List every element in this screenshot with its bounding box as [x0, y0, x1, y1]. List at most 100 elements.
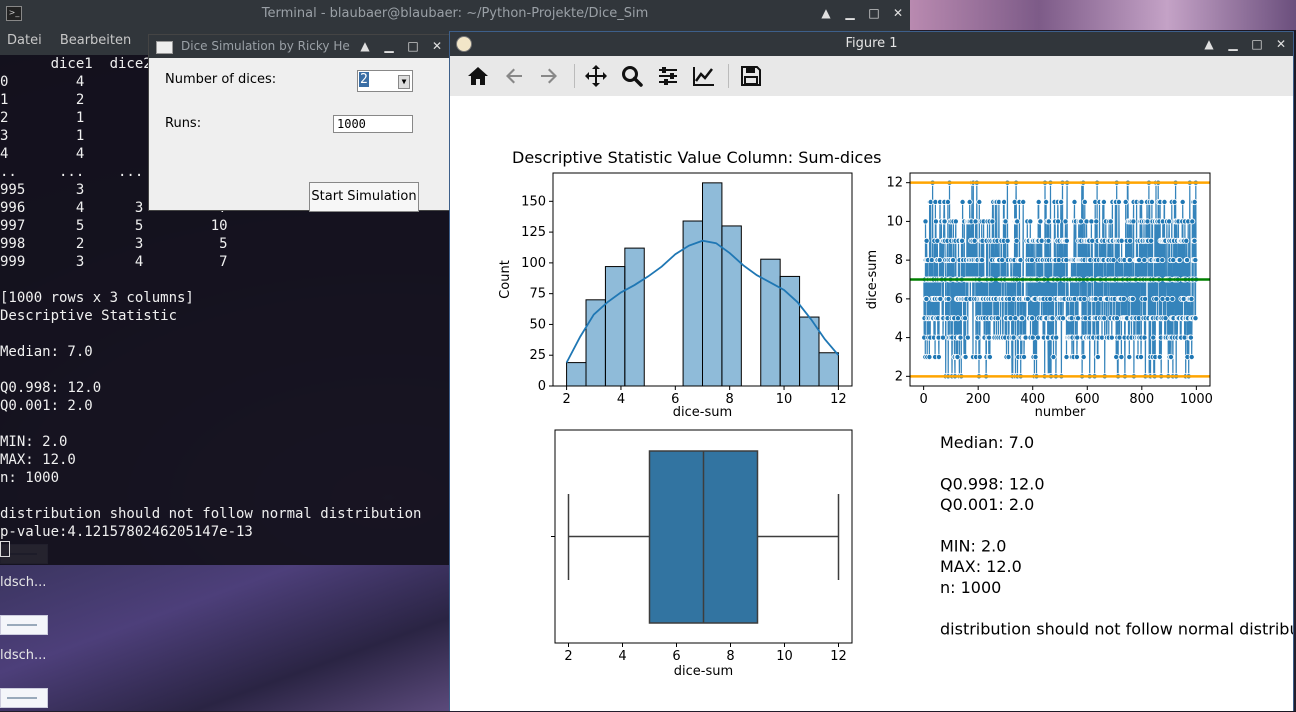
histogram-bar	[702, 182, 723, 387]
close-button[interactable]: ✕	[892, 6, 904, 20]
scatter-point	[1005, 353, 1012, 360]
forward-icon[interactable]	[537, 64, 563, 88]
desktop-wallpaper	[0, 565, 449, 711]
minimize-button[interactable]: ▁	[384, 39, 394, 53]
stats-line: distribution should not follow normal di…	[940, 619, 1293, 638]
scatter-point	[1063, 353, 1070, 360]
x-tick-label: 200	[966, 392, 991, 407]
x-tick-label: 400	[1020, 392, 1045, 407]
scatter-point	[1184, 257, 1191, 264]
figure-titlebar[interactable]: Figure 1 ▲ ▁ □ ✕	[450, 32, 1293, 56]
terminal-cursor	[0, 541, 449, 559]
x-axis-label: number	[1035, 405, 1086, 420]
scatter-point	[1088, 218, 1095, 225]
scatter-point	[1126, 257, 1133, 264]
figure-suptitle: Descriptive Statistic Value Column: Sum-…	[512, 148, 882, 167]
scatter-point	[1162, 315, 1169, 322]
desktop-file-label[interactable]: ldsch...	[0, 648, 47, 663]
scatter-point	[1187, 334, 1194, 341]
home-icon[interactable]	[466, 64, 492, 88]
window-icon	[156, 41, 173, 54]
keep-above-button[interactable]: ▲	[360, 39, 370, 53]
scatter-point	[1144, 218, 1151, 225]
terminal-line: Descriptive Statistic	[0, 308, 178, 324]
scatter-point	[922, 218, 929, 225]
scatter-point	[1161, 199, 1168, 206]
scatter-point	[976, 353, 983, 360]
stats-line: Q0.001: 2.0	[940, 495, 1034, 514]
scatter-point	[1078, 218, 1085, 225]
x-axis-label: dice-sum	[673, 405, 732, 420]
close-button[interactable]: ✕	[431, 39, 443, 53]
scatter-point	[1092, 295, 1099, 302]
terminal-line: [1000 rows x 3 columns]	[0, 290, 194, 306]
scatter-point	[1034, 334, 1041, 341]
scatter-point	[1022, 334, 1029, 341]
keep-above-button[interactable]: ▲	[1204, 37, 1214, 51]
terminal-line: 2 1	[0, 110, 85, 126]
x-axis-label: dice-sum	[674, 664, 733, 679]
scatter-point	[1141, 257, 1148, 264]
figure-title: Figure 1	[845, 36, 898, 51]
desktop-file-thumbnail[interactable]	[0, 615, 48, 635]
chevron-down-icon[interactable]: ▼	[398, 75, 410, 89]
minimize-button[interactable]: ▁	[1228, 37, 1238, 51]
scatter-point	[936, 257, 943, 264]
scatter-point	[1001, 199, 1008, 206]
terminal-titlebar[interactable]: >_ Terminal - blaubaer@blaubaer: ~/Pytho…	[0, 0, 910, 27]
figure-canvas[interactable]: Descriptive Statistic Value Column: Sum-…	[450, 96, 1293, 712]
runs-input[interactable]: 1000	[333, 115, 413, 133]
scatter-point	[974, 334, 981, 341]
terminal-line: 3 1	[0, 128, 85, 144]
terminal-line: 997 5 5 10	[0, 218, 228, 234]
scatter-point	[1136, 257, 1143, 264]
scatter-point	[1013, 237, 1020, 244]
scatter-point	[1012, 315, 1019, 322]
terminal-title: Terminal - blaubaer@blaubaer: ~/Python-P…	[261, 6, 649, 21]
stats-text-block: Median: 7.0 Q0.998: 12.0 Q0.001: 2.0 MIN: 2…	[940, 433, 1293, 638]
scatter-point	[1159, 295, 1166, 302]
terminal-output[interactable]: dice1 dice2 0 4 1 2 2 1 3 1 4 4 .. ... ... 995 …	[0, 55, 449, 565]
dices-select[interactable]: 2 ▼	[357, 70, 413, 92]
terminal-line: 1 2	[0, 92, 85, 108]
figure-window[interactable]: Figure 1 ▲ ▁ □ ✕	[449, 31, 1294, 711]
minimize-button[interactable]: ▁	[845, 6, 855, 20]
scatter-frame	[909, 172, 1211, 387]
pan-icon[interactable]	[584, 64, 610, 88]
stats-line: Q0.998: 12.0	[940, 474, 1045, 493]
menu-datei[interactable]: Datei	[7, 33, 42, 48]
dialog-titlebar[interactable]: Dice Simulation by Ricky He ▲ ▁ □ ✕	[149, 35, 449, 58]
desktop-file-label[interactable]: ldsch...	[0, 575, 47, 590]
scatter-point	[1081, 295, 1088, 302]
scatter-point	[1189, 218, 1196, 225]
scatter-point	[1035, 199, 1042, 206]
close-button[interactable]: ✕	[1275, 37, 1287, 51]
zoom-icon[interactable]	[620, 64, 646, 88]
terminal-line	[0, 361, 449, 379]
start-simulation-button[interactable]: Start Simulation	[309, 182, 419, 212]
keep-above-button[interactable]: ▲	[821, 6, 831, 20]
desktop-file-thumbnail[interactable]	[0, 688, 48, 708]
scatter-point	[1021, 353, 1028, 360]
save-icon[interactable]	[739, 64, 765, 88]
back-icon[interactable]	[502, 64, 528, 88]
scatter-point	[934, 237, 941, 244]
x-tick-label: 2	[564, 649, 572, 664]
configure-icon[interactable]	[656, 64, 682, 88]
scatter-point	[1010, 334, 1017, 341]
scatter-point	[1170, 257, 1177, 264]
maximize-button[interactable]: □	[868, 6, 880, 20]
scatter-point	[962, 315, 969, 322]
scatter-point	[1164, 295, 1171, 302]
axes-edit-icon[interactable]	[692, 64, 718, 88]
terminal-line	[0, 415, 449, 433]
dice-simulation-dialog[interactable]: Dice Simulation by Ricky He ▲ ▁ □ ✕ Numb…	[148, 34, 450, 212]
stats-line: MAX: 12.0	[940, 557, 1022, 576]
maximize-button[interactable]: □	[1251, 37, 1263, 51]
scatter-point	[1166, 218, 1173, 225]
maximize-button[interactable]: □	[407, 39, 419, 53]
scatter-point	[1192, 315, 1199, 322]
menu-bearbeiten[interactable]: Bearbeiten	[59, 33, 132, 48]
terminal-line	[0, 487, 449, 505]
histogram-frame	[552, 172, 853, 387]
